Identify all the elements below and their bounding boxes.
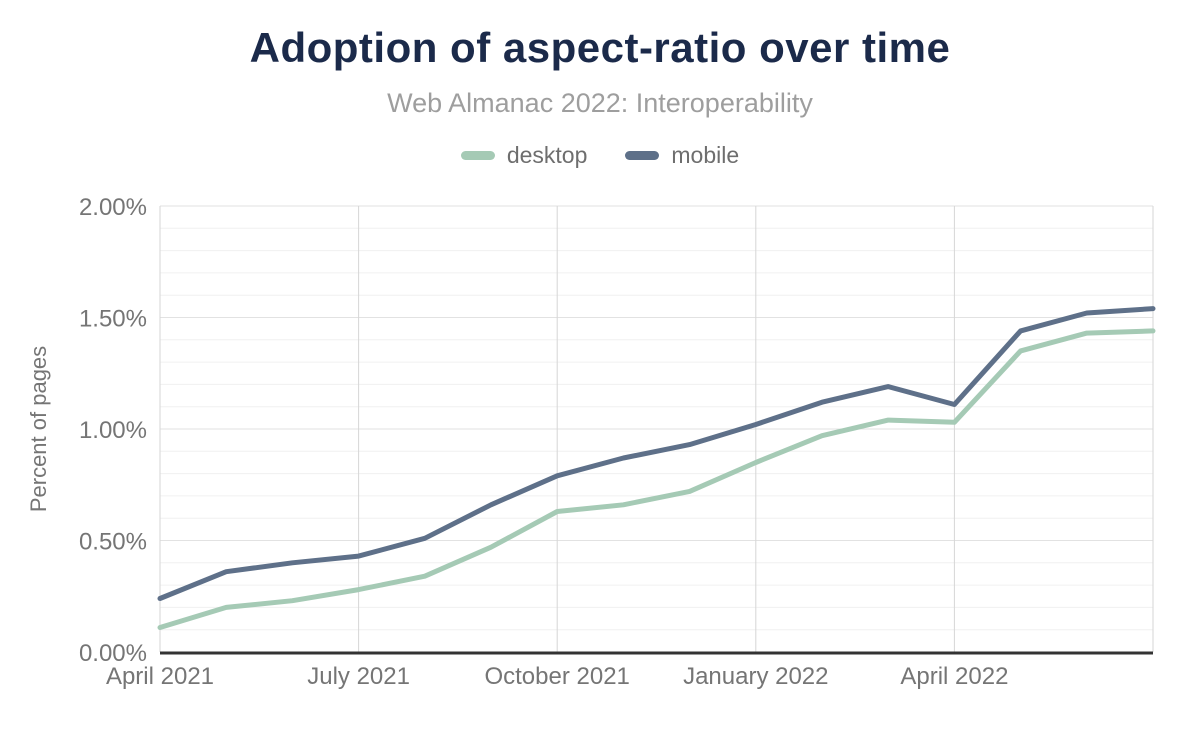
y-tick-label: 1.50% bbox=[79, 306, 147, 333]
x-tick-label: July 2021 bbox=[307, 663, 410, 690]
vertical-gridlines bbox=[159, 206, 1154, 652]
mobile-line bbox=[157, 306, 1156, 601]
y-tick-label: 0.50% bbox=[79, 529, 147, 556]
series-lines bbox=[157, 306, 1156, 630]
y-tick-label: 2.00% bbox=[79, 194, 147, 221]
x-axis-tick-labels: April 2021 July 2021 October 2021 January 2… bbox=[106, 663, 1008, 690]
chart-subtitle: Web Almanac 2022: Interoperability bbox=[387, 88, 813, 118]
legend-item-mobile: mobile bbox=[625, 142, 739, 169]
y-tick-label: 0.00% bbox=[79, 640, 147, 667]
x-tick-label: October 2021 bbox=[484, 663, 629, 690]
mobile-series-label: mobile bbox=[671, 142, 740, 168]
legend: desktop mobile bbox=[0, 142, 1200, 169]
x-tick-label: April 2022 bbox=[900, 663, 1008, 690]
y-axis-title: Percent of pages bbox=[26, 346, 51, 512]
desktop-series-label: desktop bbox=[506, 142, 588, 168]
x-tick-label: January 2022 bbox=[683, 663, 828, 690]
mobile-series-swatch bbox=[625, 151, 660, 160]
desktop-series-swatch bbox=[460, 151, 495, 160]
x-tick-label: April 2021 bbox=[106, 663, 214, 690]
desktop-line bbox=[157, 328, 1156, 630]
horizontal-gridlines bbox=[160, 205, 1153, 631]
y-axis-tick-labels: 0.00% 0.50% 1.00% 1.50% 2.00% bbox=[79, 194, 147, 667]
legend-item-desktop: desktop bbox=[460, 142, 588, 169]
y-tick-label: 1.00% bbox=[79, 417, 147, 444]
chart-title: Adoption of aspect-ratio over time bbox=[249, 24, 951, 71]
